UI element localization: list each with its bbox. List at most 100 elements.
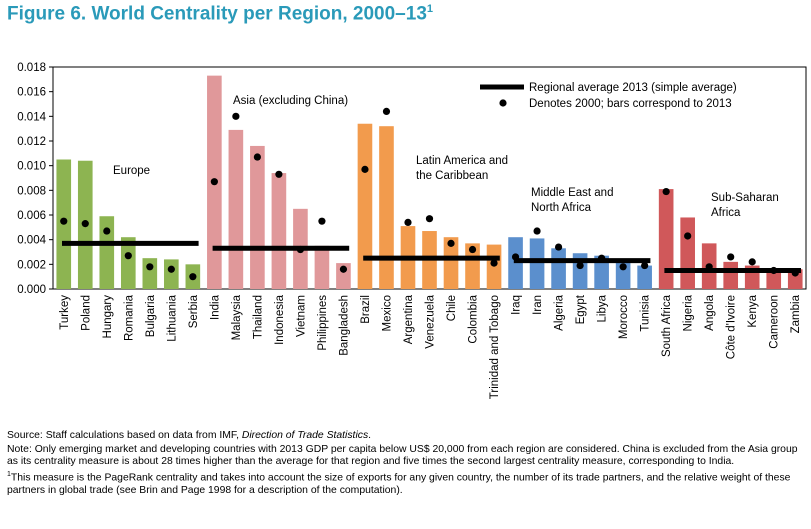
bar xyxy=(529,238,545,289)
footnote-mark: 1 xyxy=(7,470,11,478)
region-label: Europe xyxy=(113,165,150,177)
point-2000 xyxy=(598,254,606,262)
country-label: Poland xyxy=(80,295,92,331)
y-tick-label: 0.010 xyxy=(17,161,46,173)
y-tick-label: 0.016 xyxy=(17,87,46,99)
country-label: Philippines xyxy=(317,295,329,351)
country-label: Mexico xyxy=(381,295,393,331)
point-2000 xyxy=(576,261,584,270)
bar xyxy=(766,270,782,289)
point-2000 xyxy=(318,217,326,225)
country-label: Hungary xyxy=(102,295,114,339)
point-2000 xyxy=(253,153,261,161)
point-2000 xyxy=(619,263,627,271)
point-2000 xyxy=(60,217,68,225)
point-2000 xyxy=(296,245,305,254)
point-2000 xyxy=(81,220,89,228)
country-label: Tunisia xyxy=(640,294,652,331)
bar xyxy=(314,245,330,289)
country-label: Colombia xyxy=(468,294,480,343)
point-2000 xyxy=(146,263,154,271)
y-tick-label: 0.000 xyxy=(17,284,46,296)
country-label: Chile xyxy=(446,295,458,321)
bar xyxy=(551,248,566,289)
title-footnote-mark: 1 xyxy=(426,3,434,15)
bar xyxy=(336,263,351,289)
country-label: Indonesia xyxy=(274,294,286,344)
point-2000 xyxy=(791,269,799,277)
source-suffix: . xyxy=(368,430,372,441)
point-2000 xyxy=(339,265,348,273)
y-tick-label: 0.014 xyxy=(17,111,46,123)
point-2000 xyxy=(382,107,391,115)
note-text: Note: Only emerging market and developin… xyxy=(7,443,798,468)
point-2000 xyxy=(533,227,541,235)
point-2000 xyxy=(167,265,175,273)
bar xyxy=(271,173,287,289)
point-2000 xyxy=(554,243,563,251)
bar xyxy=(120,237,136,289)
x-axis-labels: Turkey Poland Hungary Romania Bulgaria Lithua… xyxy=(59,294,802,399)
country-label: Bulgaria xyxy=(145,294,157,337)
region-label: Asia (excluding China) xyxy=(233,95,348,107)
source-note: Source: Staff calculations based on data… xyxy=(7,430,803,443)
y-tick-label: 0.018 xyxy=(17,62,46,74)
point-2000 xyxy=(770,266,778,275)
region-label: Sub-Saharan xyxy=(711,192,779,204)
bar xyxy=(379,126,394,289)
y-tick-label: 0.002 xyxy=(17,259,46,271)
regional-averages xyxy=(62,240,801,273)
country-label: Libya xyxy=(597,294,609,322)
country-label: Iraq xyxy=(511,295,523,315)
y-tick-label: 0.004 xyxy=(17,235,46,247)
country-label: Turkey xyxy=(59,295,71,330)
bar xyxy=(465,243,480,289)
country-label: Malaysia xyxy=(231,294,243,340)
point-2000 xyxy=(511,253,520,261)
point-2000 xyxy=(361,165,369,173)
region-label: Latin America and xyxy=(416,155,508,167)
bar xyxy=(680,217,695,289)
point-2000 xyxy=(425,215,434,223)
footnote-text: This measure is the PageRank centrality … xyxy=(7,472,791,496)
country-label: Côte d'Ivoire xyxy=(726,295,738,359)
region-label: Middle East and xyxy=(531,187,613,199)
point-2000 xyxy=(662,187,670,196)
point-2000 xyxy=(404,218,412,226)
figure-notes: Source: Staff calculations based on data… xyxy=(7,430,803,497)
point-2000 xyxy=(232,112,240,120)
country-label: Argentina xyxy=(403,294,415,344)
point-2000 xyxy=(103,227,111,235)
dots-2000 xyxy=(60,107,799,281)
country-label: Zambia xyxy=(790,294,802,333)
bar xyxy=(99,216,115,289)
country-label: Brazil xyxy=(360,295,372,324)
country-label: Angola xyxy=(704,294,716,330)
bar xyxy=(443,237,459,289)
footnote: 1This measure is the PageRank centrality… xyxy=(7,469,803,498)
point-2000 xyxy=(124,252,132,260)
country-label: Morocco xyxy=(618,295,630,339)
legend-dot-label: Denotes 2000; bars correspond to 2013 xyxy=(529,98,732,110)
country-label: Venezuela xyxy=(425,294,437,348)
bar xyxy=(142,258,158,289)
point-2000 xyxy=(684,232,692,240)
y-tick-label: 0.006 xyxy=(17,210,46,222)
point-2000 xyxy=(727,253,735,261)
point-2000 xyxy=(210,178,218,186)
country-label: Lithuania xyxy=(166,294,178,341)
bar xyxy=(637,265,652,289)
legend-dot-swatch xyxy=(499,99,507,107)
point-2000 xyxy=(705,263,713,271)
country-label: Cameroon xyxy=(769,295,781,349)
legend-line-label: Regional average 2013 (simple average) xyxy=(529,82,737,94)
legend: Regional average 2013 (simple average) D… xyxy=(480,82,737,110)
point-2000 xyxy=(189,273,197,281)
bar xyxy=(594,255,609,289)
y-tick-label: 0.012 xyxy=(17,136,46,148)
point-2000 xyxy=(748,258,756,266)
bar xyxy=(228,129,244,289)
region-labels: Europe Asia (excluding China) Latin Americ… xyxy=(113,95,779,219)
country-label: India xyxy=(209,294,221,320)
bar xyxy=(658,189,674,289)
